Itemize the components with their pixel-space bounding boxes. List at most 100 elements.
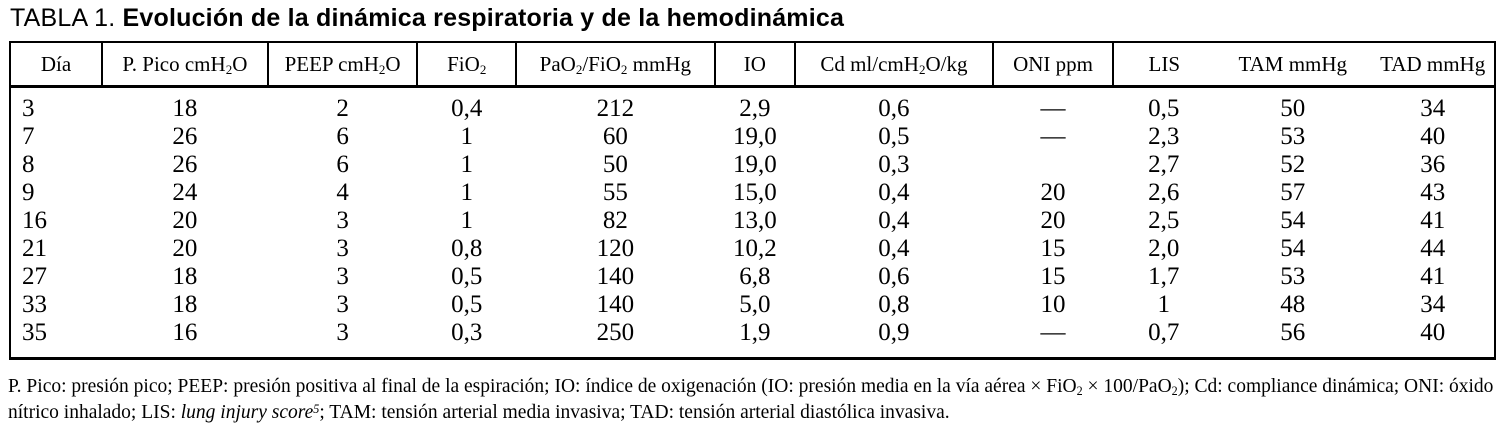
- text-segment: 2: [479, 62, 487, 78]
- table-cell-fio2: 0,4: [451, 95, 483, 122]
- table-cell-dia: 9: [22, 179, 35, 206]
- table-cell-pao2-fio2: 82: [602, 207, 628, 234]
- table-cell-oni: 15: [1040, 235, 1066, 262]
- table-cell-p-pico: 20: [172, 207, 198, 234]
- table-row: 3 18 2 0,4 212 2,9 0,6 — 0,5 50 34: [10, 87, 1495, 124]
- table-cell-dia: 21: [22, 235, 47, 262]
- table-cell-fio2: 0,3: [451, 319, 483, 346]
- text-segment: PEEP cmH: [284, 51, 379, 76]
- table-cell-peep: 2: [336, 95, 349, 122]
- text-segment: P. Pico: presión pico; PEEP: presión pos…: [8, 376, 1077, 397]
- table-cell-tad: 34: [1420, 95, 1446, 122]
- table-header-row: Día P. Pico cmH2O PEEP cmH2O FiO2 PaO2/FiO2 …: [10, 42, 1495, 88]
- table-cell-tam: 56: [1280, 319, 1306, 346]
- table-cell-tam: 57: [1280, 179, 1306, 206]
- table-footnote: P. Pico: presión pico; PEEP: presión pos…: [0, 360, 1498, 426]
- column-header-dia: Día: [10, 42, 103, 88]
- table-cell-peep: 3: [336, 319, 349, 346]
- table-cell-tad: 41: [1420, 207, 1446, 234]
- table-cell-io: 1,9: [739, 319, 771, 346]
- table-cell-dia: 33: [22, 291, 47, 318]
- table-cell-io: 19,0: [732, 123, 777, 150]
- table-cell-tam: 48: [1280, 291, 1306, 318]
- table-row: 21 20 3 0,8 120 10,2 0,4 15 2,0 54 44: [10, 235, 1495, 263]
- table-row: 33 18 3 0,5 140 5,0 0,8 10 1 48 34: [10, 291, 1495, 319]
- text-segment: 2: [1076, 384, 1083, 399]
- table-cell-oni: —: [1040, 95, 1066, 122]
- table-row: 16 20 3 1 82 13,0 0,4 20 2,5 54 41: [10, 207, 1495, 235]
- table-cell-pao2-fio2: 50: [602, 151, 628, 178]
- table-cell-dia: 8: [22, 151, 35, 178]
- text-segment: 2: [620, 62, 628, 78]
- table-cell-lis: 2,0: [1148, 235, 1180, 262]
- table-cell-peep: 4: [336, 179, 349, 206]
- table-cell-lis: 0,5: [1148, 95, 1180, 122]
- table-cell-lis: 1,7: [1148, 263, 1180, 290]
- text-segment: 2: [918, 62, 926, 78]
- data-table: Día P. Pico cmH2O PEEP cmH2O FiO2 PaO2/FiO2 …: [9, 41, 1496, 360]
- table-cell-dia: 16: [22, 207, 47, 234]
- table-title-label: TABLA 1.: [10, 4, 123, 32]
- table-row: 27 18 3 0,5 140 6,8 0,6 15 1,7 53 41: [10, 263, 1495, 291]
- column-header-fio2: FiO2: [417, 42, 518, 88]
- table-cell-cd: 0,4: [878, 207, 910, 234]
- table-cell-peep: 6: [336, 151, 349, 178]
- table-cell-tam: 53: [1280, 263, 1306, 290]
- text-segment: O: [232, 51, 248, 76]
- table-cell-cd: 0,6: [878, 263, 910, 290]
- table-cell-cd: 0,8: [878, 291, 910, 318]
- table-cell-p-pico: 18: [172, 291, 198, 318]
- table-cell-lis: 1: [1157, 291, 1171, 318]
- table-cell-oni: 10: [1040, 291, 1066, 318]
- text-segment: 5: [313, 401, 320, 416]
- table-cell-lis: 2,5: [1148, 207, 1180, 234]
- text-segment: × 100/PaO: [1082, 376, 1172, 397]
- table-cell-tam: 53: [1280, 123, 1306, 150]
- table-cell-tad: 40: [1420, 319, 1446, 346]
- table-cell-pao2-fio2: 140: [596, 291, 635, 318]
- table-title-text: Evolución de la dinámica respiratoria y …: [122, 4, 845, 32]
- table-cell-lis: 2,3: [1148, 123, 1180, 150]
- text-segment: 2: [575, 62, 583, 78]
- text-segment: TAM mmHg: [1238, 51, 1348, 76]
- table-cell-peep: 3: [336, 207, 349, 234]
- table-cell-peep: 6: [336, 123, 349, 150]
- column-header-lis: LIS: [1113, 42, 1215, 88]
- table-cell-oni: [993, 151, 1114, 179]
- table-cell-p-pico: 16: [172, 319, 198, 346]
- text-segment: O: [385, 51, 401, 76]
- column-header-oni: ONI ppm: [992, 42, 1115, 88]
- column-header-tad: TAD mmHg: [1371, 42, 1495, 88]
- table-cell-pao2-fio2: 212: [596, 95, 635, 122]
- table-cell-io: 2,9: [739, 95, 771, 122]
- text-segment: mmHg: [627, 51, 691, 76]
- text-segment: ; TAM: tensión arterial media invasiva; …: [319, 402, 950, 423]
- table-cell-fio2: 1: [460, 151, 473, 178]
- text-segment: P. Pico cmH: [122, 51, 226, 76]
- table-cell-fio2: 1: [460, 179, 473, 206]
- table-cell-lis: 2,6: [1148, 179, 1180, 206]
- table-cell-peep: 3: [336, 291, 349, 318]
- table-row: 7 26 6 1 60 19,0 0,5 — 2,3 53 40: [10, 123, 1495, 151]
- table-cell-p-pico: 18: [172, 263, 198, 290]
- table-cell-cd: 0,3: [878, 151, 910, 178]
- table-cell-peep: 3: [336, 235, 349, 262]
- table-cell-oni: 20: [1040, 179, 1066, 206]
- table-cell-pao2-fio2: 55: [602, 179, 628, 206]
- text-segment: lung injury score: [180, 402, 314, 423]
- table-cell-dia: 7: [22, 123, 35, 150]
- table-row: 35 16 3 0,3 250 1,9 0,9 — 0,7 56 40: [10, 319, 1495, 359]
- table-header: Día P. Pico cmH2O PEEP cmH2O FiO2 PaO2/FiO2 …: [10, 42, 1495, 88]
- table-cell-tam: 50: [1280, 95, 1306, 122]
- table-cell-peep: 3: [336, 263, 349, 290]
- text-segment: FiO: [447, 51, 480, 76]
- table-cell-dia: 3: [22, 95, 35, 122]
- table-cell-tad: 43: [1420, 179, 1446, 206]
- table-cell-fio2: 0,8: [451, 235, 483, 262]
- text-segment: O/kg: [925, 51, 968, 76]
- table-cell-tad: 36: [1420, 151, 1446, 178]
- text-segment: Cd ml/cmH: [820, 51, 919, 76]
- table-cell-pao2-fio2: 60: [602, 123, 628, 150]
- table-cell-lis: 0,7: [1148, 319, 1180, 346]
